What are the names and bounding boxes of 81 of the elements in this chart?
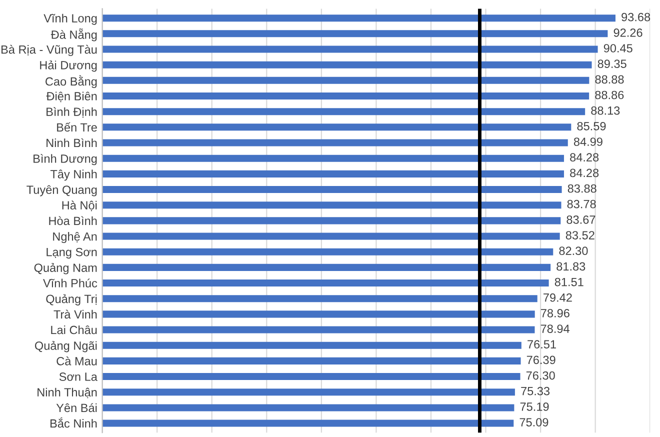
data-label: 93.68 xyxy=(622,12,650,22)
bar xyxy=(102,373,520,380)
data-label: 89.35 xyxy=(598,60,626,68)
data-label: 88.13 xyxy=(591,106,620,115)
data-label: 83.52 xyxy=(566,231,594,240)
bar xyxy=(102,342,522,349)
data-label: 88.88 xyxy=(595,75,624,84)
y-tick-label: Yên Bái xyxy=(56,403,97,412)
data-label: 75.33 xyxy=(521,386,550,396)
y-tick-label: Lai Châu xyxy=(51,325,97,334)
y-tick-label: Hải Dương xyxy=(40,60,97,72)
y-tick-label: Quảng Trị xyxy=(46,294,97,306)
data-label: 78.94 xyxy=(540,324,570,333)
data-label: 78.96 xyxy=(541,309,570,318)
bar xyxy=(102,388,515,396)
data-label: 92.26 xyxy=(614,28,642,37)
y-tick-label: Lạng Sơn xyxy=(46,248,97,259)
y-tick-label: Sơn La xyxy=(59,372,98,381)
y-tick-label: Bình Định xyxy=(46,107,97,118)
bar xyxy=(102,139,568,146)
y-tick-label: Bà Rịa - Vũng Tàu xyxy=(2,44,97,56)
y-tick-label: Đà Nẵng xyxy=(50,28,97,42)
data-label: 84.28 xyxy=(570,168,599,178)
bar xyxy=(102,170,564,178)
bar xyxy=(102,404,514,412)
data-label: 84.99 xyxy=(574,138,602,146)
y-tick-label: Bến Tre xyxy=(57,122,97,132)
y-tick-label: Trà Vinh xyxy=(54,310,97,319)
data-label: 85.59 xyxy=(577,122,606,130)
y-tick-label: Ninh Bình xyxy=(46,138,97,148)
data-label: 82.30 xyxy=(559,246,588,256)
bar xyxy=(102,61,592,68)
y-tick-label: Ninh Thuận xyxy=(38,388,97,398)
data-label: 83.88 xyxy=(568,184,596,193)
bar xyxy=(102,217,561,224)
bar xyxy=(102,295,538,302)
data-label: 75.19 xyxy=(520,402,549,411)
y-tick-label: Vĩnh Phúc xyxy=(43,278,98,288)
data-label: 76.30 xyxy=(526,371,555,380)
data-label: 90.45 xyxy=(604,44,632,52)
y-tick-label: Vĩnh Long xyxy=(44,14,97,25)
bar xyxy=(102,420,514,427)
data-label: 81.51 xyxy=(554,278,584,286)
data-label: 84.28 xyxy=(570,153,599,162)
bar xyxy=(102,310,535,318)
y-tick-label: Cao Bằng xyxy=(46,75,97,88)
data-label: 79.42 xyxy=(544,293,572,302)
bar xyxy=(102,248,554,256)
bar xyxy=(102,76,590,84)
y-tick-label: Tây Ninh xyxy=(50,170,97,181)
bar xyxy=(102,92,590,100)
y-tick-label: Bắc Ninh xyxy=(50,417,97,428)
bar xyxy=(102,202,562,209)
bar xyxy=(102,186,562,194)
y-tick-label: Tuyên Quang xyxy=(26,185,97,196)
y-tick-label: Quảng Nam xyxy=(34,263,97,274)
data-label: 88.86 xyxy=(595,90,624,100)
y-tick-label: Hòa Bình xyxy=(49,216,97,226)
data-label: 83.78 xyxy=(567,200,596,208)
data-label: 76.39 xyxy=(526,356,556,364)
bar xyxy=(102,232,560,240)
bar xyxy=(102,326,535,334)
bar xyxy=(102,14,616,22)
data-label: 75.09 xyxy=(520,418,548,426)
data-label: 83.67 xyxy=(566,215,596,224)
bar xyxy=(102,280,549,287)
y-tick-label: Cà Mau xyxy=(56,356,97,366)
data-label: 76.51 xyxy=(528,340,556,349)
y-tick-label: Quảng Ngãi xyxy=(34,340,97,352)
y-tick-label: Nghệ An xyxy=(53,232,97,244)
bar xyxy=(102,357,521,364)
y-tick-label: Điện Biên xyxy=(46,92,97,102)
data-label: 81.83 xyxy=(556,262,586,271)
bar xyxy=(102,264,551,271)
bar xyxy=(102,46,598,53)
bar xyxy=(102,154,564,162)
bar xyxy=(102,30,608,38)
y-tick-label: Hà Nội xyxy=(62,200,97,212)
bar xyxy=(102,124,572,131)
y-tick-label: Bình Dương xyxy=(34,154,97,166)
bar xyxy=(102,108,586,116)
